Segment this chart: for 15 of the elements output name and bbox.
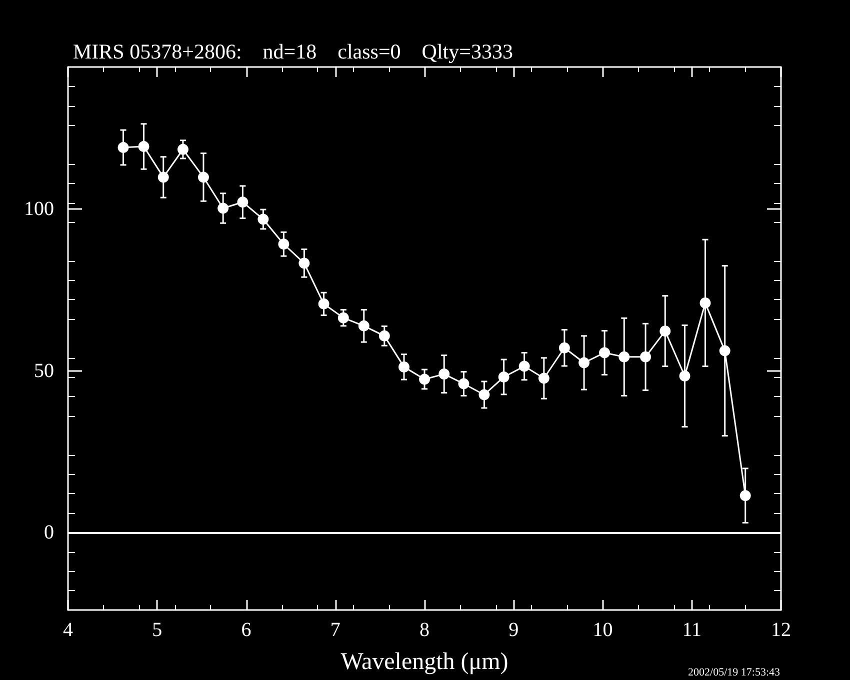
text: 2002/05/19 17:53:43	[688, 666, 780, 678]
x-tick-label: 4	[63, 619, 73, 641]
x-tick-label: 9	[508, 619, 519, 641]
y-tick-label: 50	[34, 360, 54, 382]
y-tick-label: 100	[24, 198, 54, 220]
x-tick-label: 6	[241, 619, 252, 641]
x-tick-label: 7	[330, 619, 340, 641]
x-tick-label: 10	[592, 619, 613, 641]
x-axis-title: Wavelength (μm)	[340, 649, 508, 675]
y-tick-label: 0	[44, 521, 54, 544]
x-tick-label: 8	[420, 619, 430, 641]
chart-title: MIRS 05378+2806: nd=18 class=0 Qlty=3333	[73, 40, 513, 64]
x-tick-label: 5	[152, 619, 162, 641]
x-tick-label: 12	[771, 619, 791, 641]
x-tick-label: 11	[682, 619, 702, 641]
